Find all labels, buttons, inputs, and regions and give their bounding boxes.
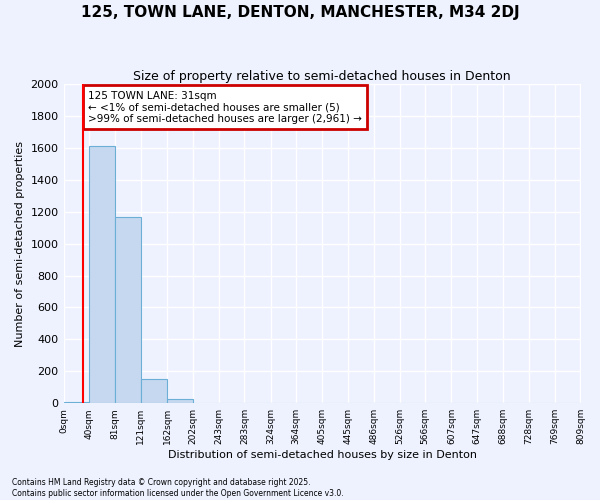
Title: Size of property relative to semi-detached houses in Denton: Size of property relative to semi-detach… <box>133 70 511 83</box>
Text: Contains HM Land Registry data © Crown copyright and database right 2025.
Contai: Contains HM Land Registry data © Crown c… <box>12 478 344 498</box>
Bar <box>167 399 193 403</box>
Bar <box>89 146 115 403</box>
Bar <box>141 380 167 403</box>
Y-axis label: Number of semi-detached properties: Number of semi-detached properties <box>15 140 25 346</box>
X-axis label: Distribution of semi-detached houses by size in Denton: Distribution of semi-detached houses by … <box>167 450 476 460</box>
Bar <box>115 216 141 403</box>
Text: 125, TOWN LANE, DENTON, MANCHESTER, M34 2DJ: 125, TOWN LANE, DENTON, MANCHESTER, M34 … <box>80 5 520 20</box>
Text: 125 TOWN LANE: 31sqm
← <1% of semi-detached houses are smaller (5)
>99% of semi-: 125 TOWN LANE: 31sqm ← <1% of semi-detac… <box>88 90 362 124</box>
Bar <box>64 402 89 403</box>
